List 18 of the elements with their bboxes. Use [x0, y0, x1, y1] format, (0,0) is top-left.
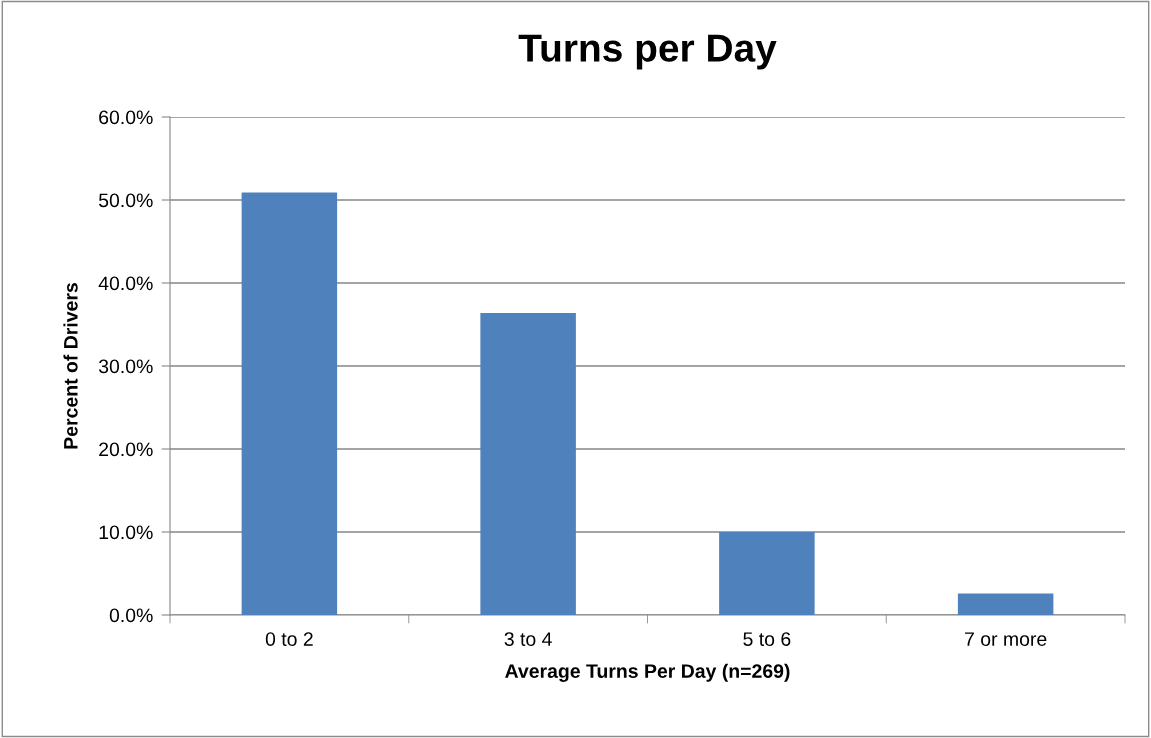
bar — [241, 192, 338, 615]
y-tick-label: 20.0% — [99, 442, 153, 457]
bar — [719, 532, 815, 615]
y-tick-label: 10.0% — [99, 525, 153, 540]
bar — [957, 593, 1054, 615]
y-tick-label: 50.0% — [98, 193, 153, 208]
x-tick-label: 5 to 6 — [743, 632, 791, 646]
x-axis-title: Average Turns Per Day (n=269) — [505, 663, 790, 682]
y-tick-label: 0.0% — [109, 608, 153, 623]
x-tick-label: 0 to 2 — [265, 632, 313, 646]
bar — [480, 312, 576, 615]
y-tick-label: 60.0% — [99, 110, 153, 125]
x-tick-label: 7 or more — [965, 632, 1047, 646]
y-tick-label: 40.0% — [98, 276, 153, 291]
y-axis-title: Percent of Drivers — [63, 283, 78, 449]
x-tick-label: 3 to 4 — [504, 632, 552, 646]
chart-title: Turns per Day — [518, 34, 777, 70]
y-tick-label: 30.0% — [98, 359, 153, 374]
